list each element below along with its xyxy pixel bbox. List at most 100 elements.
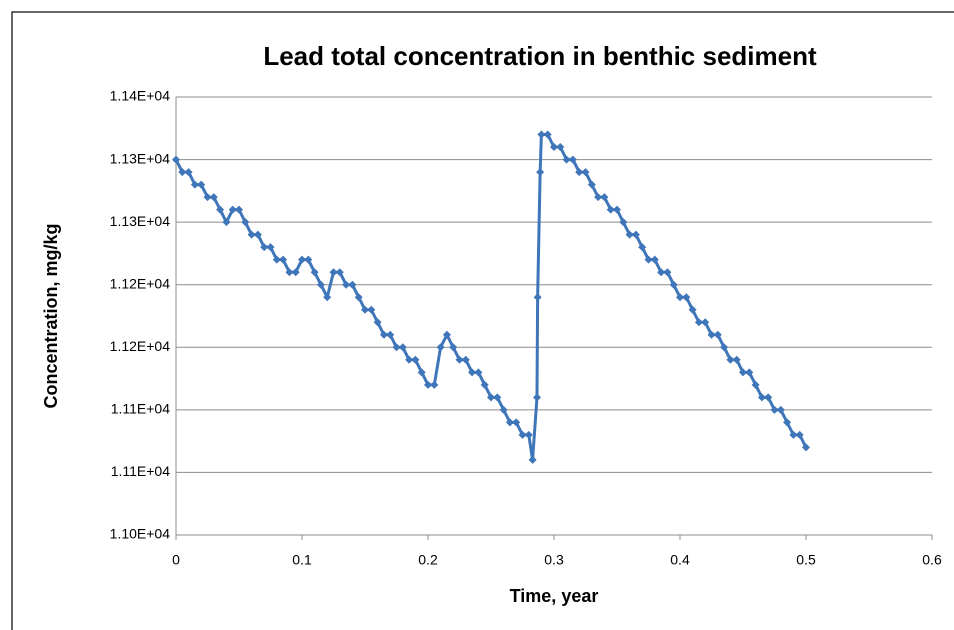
data-marker	[424, 380, 432, 389]
data-marker	[739, 368, 747, 377]
data-marker	[203, 193, 212, 202]
data-marker	[789, 430, 798, 439]
data-marker	[279, 255, 288, 264]
data-marker	[707, 330, 716, 339]
data-marker	[304, 255, 313, 264]
data-marker	[461, 355, 470, 364]
data-marker	[524, 430, 533, 439]
data-marker	[216, 205, 225, 214]
data-marker	[405, 355, 414, 364]
data-marker	[770, 405, 779, 414]
data-marker	[291, 268, 300, 277]
data-marker	[701, 318, 710, 327]
data-marker	[222, 218, 231, 227]
data-marker	[568, 155, 577, 164]
data-marker	[657, 268, 666, 277]
x-tick-label: 0.5	[796, 552, 816, 568]
data-marker	[581, 168, 590, 177]
data-marker	[751, 380, 760, 389]
data-marker	[449, 343, 458, 352]
data-marker	[726, 355, 735, 364]
data-marker	[266, 243, 275, 252]
data-marker	[619, 218, 628, 227]
data-marker	[354, 293, 363, 302]
data-marker	[745, 368, 754, 377]
x-axis-label: Time, year	[510, 586, 599, 606]
data-marker	[197, 180, 206, 189]
data-marker	[468, 368, 477, 377]
data-marker	[184, 168, 193, 177]
data-marker	[335, 268, 344, 277]
y-tick-label: 1.10E+04	[110, 526, 171, 542]
x-tick-label: 0	[172, 552, 180, 568]
x-tick-label: 0.2	[418, 552, 438, 568]
data-marker	[379, 330, 388, 339]
data-marker	[505, 418, 514, 427]
data-marker	[386, 330, 395, 339]
data-marker	[802, 443, 810, 452]
data-marker	[455, 355, 464, 364]
data-marker	[361, 305, 369, 314]
data-marker	[694, 318, 703, 327]
data-marker	[533, 293, 542, 302]
chart-title: Lead total concentration in benthic sedi…	[263, 41, 817, 71]
data-marker	[644, 255, 653, 264]
y-tick-label: 1.13E+04	[110, 150, 171, 166]
data-marker	[499, 405, 508, 414]
data-marker	[272, 255, 281, 264]
data-marker	[575, 168, 584, 177]
y-tick-label: 1.11E+04	[111, 401, 171, 417]
data-marker	[298, 255, 306, 264]
x-tick-label: 0.1	[292, 552, 312, 568]
data-marker	[209, 193, 218, 202]
data-marker	[474, 368, 483, 377]
data-marker	[310, 268, 319, 277]
data-marker	[172, 155, 180, 164]
data-marker	[713, 330, 722, 339]
data-marker	[348, 280, 357, 289]
data-marker	[430, 380, 439, 389]
data-marker	[562, 155, 571, 164]
data-marker	[247, 230, 256, 239]
data-line	[174, 133, 808, 462]
data-marker	[638, 243, 647, 252]
data-marker	[536, 168, 545, 177]
data-marker	[518, 430, 527, 439]
data-marker	[669, 280, 678, 289]
data-marker	[178, 168, 187, 177]
data-marker	[550, 143, 558, 152]
data-marker	[537, 130, 546, 139]
data-marker	[411, 355, 420, 364]
y-tick-label: 1.14E+04	[110, 88, 171, 104]
y-tick-label: 1.12E+04	[110, 338, 171, 354]
data-marker	[260, 243, 269, 252]
data-marker	[757, 393, 766, 402]
y-tick-label: 1.11E+04	[111, 463, 171, 479]
data-marker	[613, 205, 621, 214]
data-marker	[329, 268, 338, 277]
data-marker	[528, 455, 537, 464]
data-marker	[487, 393, 495, 402]
chart-frame	[11, 11, 954, 630]
y-tick-label: 1.13E+04	[110, 213, 171, 229]
data-marker	[688, 305, 697, 314]
data-marker	[663, 268, 672, 277]
data-marker	[682, 293, 691, 302]
data-marker	[776, 405, 785, 414]
data-marker	[532, 393, 541, 402]
data-marker	[764, 393, 773, 402]
data-marker	[253, 230, 262, 239]
x-tick-label: 0.3	[544, 552, 564, 568]
data-marker	[676, 293, 684, 302]
data-marker	[235, 205, 243, 214]
data-marker	[480, 380, 489, 389]
data-marker	[587, 180, 596, 189]
data-marker	[783, 418, 792, 427]
data-marker	[732, 355, 741, 364]
data-marker	[606, 205, 615, 214]
data-marker	[398, 343, 407, 352]
data-marker	[512, 418, 521, 427]
data-marker	[367, 305, 376, 314]
data-marker	[493, 393, 502, 402]
